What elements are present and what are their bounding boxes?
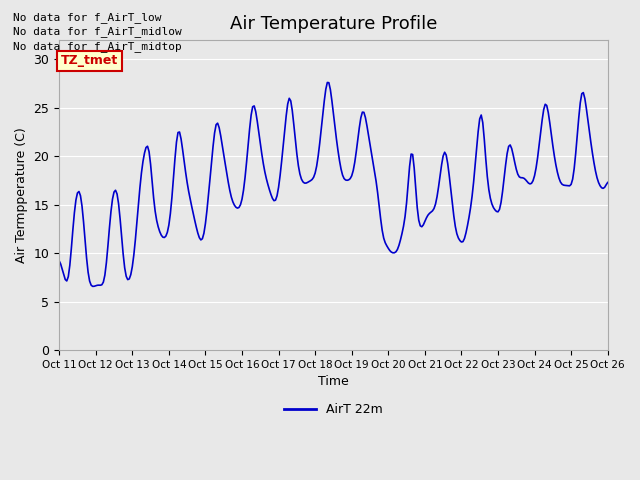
Y-axis label: Air Termpperature (C): Air Termpperature (C): [15, 127, 28, 263]
X-axis label: Time: Time: [318, 375, 349, 388]
Legend: AirT 22m: AirT 22m: [280, 398, 387, 421]
Text: No data for f_AirT_midtop: No data for f_AirT_midtop: [13, 41, 182, 52]
Title: Air Temperature Profile: Air Temperature Profile: [230, 15, 437, 33]
Text: TZ_tmet: TZ_tmet: [61, 54, 118, 67]
Text: No data for f_AirT_low: No data for f_AirT_low: [13, 12, 161, 23]
Text: No data for f_AirT_midlow: No data for f_AirT_midlow: [13, 26, 182, 37]
